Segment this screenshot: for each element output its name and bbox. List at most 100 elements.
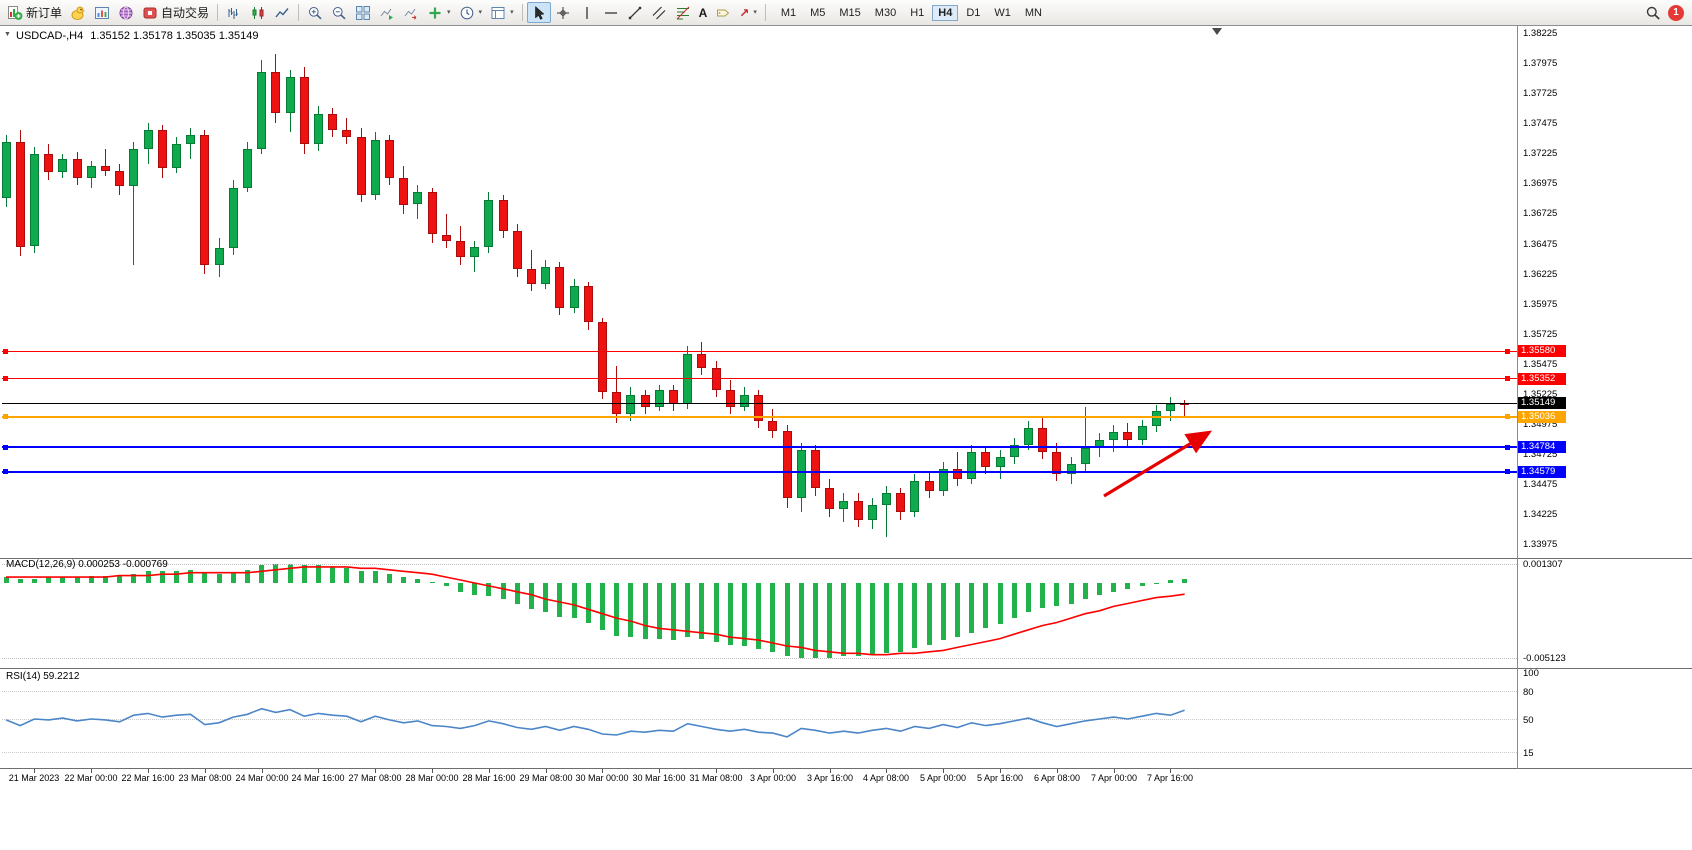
notification-badge[interactable]: 1 (1668, 4, 1684, 21)
vertical-line-button[interactable] (575, 2, 599, 23)
charts-button[interactable] (90, 2, 114, 23)
trend-arrow-annotation[interactable] (1103, 430, 1213, 498)
bear-candle (356, 137, 366, 195)
horizontal-line-button[interactable] (599, 2, 623, 23)
timeframe-w1-button[interactable]: W1 (994, 6, 1011, 19)
crosshair-button[interactable] (551, 2, 575, 23)
support-line-lower[interactable] (2, 470, 1517, 473)
periods-button[interactable]: ▾ (455, 2, 487, 23)
chick-icon (71, 6, 86, 20)
candle-wick (956, 452, 958, 486)
time-axis-label: 5 Apr 16:00 (976, 773, 1024, 783)
macd-histogram-bar (3, 577, 9, 583)
time-axis-label: 3 Apr 00:00 (749, 773, 797, 783)
text-button[interactable]: A (695, 2, 712, 23)
cursor-button[interactable] (526, 2, 551, 23)
price-axis-label: 1.35725 (1523, 329, 1558, 340)
time-axis-label: 3 Apr 16:00 (806, 773, 854, 783)
web-terminal-button[interactable] (114, 2, 138, 23)
timeframe-d1-button[interactable]: D1 (966, 6, 981, 19)
macd-panel-separator[interactable] (0, 558, 1692, 559)
time-axis-label: 24 Mar 00:00 (235, 773, 289, 783)
line-handle[interactable] (1505, 444, 1510, 450)
chart-shift-button[interactable] (399, 2, 423, 23)
zoom-in-button[interactable] (303, 2, 327, 23)
pivot-line-orange[interactable] (2, 415, 1517, 418)
bull-candle (143, 129, 153, 150)
macd-histogram-bar (216, 574, 222, 583)
line-handle[interactable] (1505, 376, 1510, 382)
templates-button[interactable]: ▾ (486, 2, 518, 23)
bull-candle (129, 149, 139, 187)
bull-candle (938, 469, 948, 491)
template-icon (491, 6, 505, 19)
line-handle[interactable] (3, 414, 8, 420)
line-handle[interactable] (3, 376, 8, 382)
line-handle[interactable] (3, 348, 8, 354)
line-handle[interactable] (1505, 469, 1510, 475)
line-handle[interactable] (1505, 414, 1510, 420)
timeframe-mn-button[interactable]: MN (1024, 6, 1042, 19)
bear-candle (810, 449, 820, 489)
macd-signal-line (6, 566, 1185, 656)
indicators-button[interactable]: ▾ (423, 2, 455, 23)
collapse-panel-icon[interactable]: ▼ (4, 31, 11, 38)
line-chart-button[interactable] (270, 2, 294, 23)
resistance-line-lower[interactable] (2, 378, 1517, 380)
macd-level-line (2, 658, 1517, 659)
macd-histogram-bar (997, 583, 1003, 624)
line-handle[interactable] (3, 469, 8, 475)
timeframe-m30-button[interactable]: M30 (874, 6, 897, 19)
tile-windows-button[interactable] (351, 2, 375, 23)
timeframe-h4-button[interactable]: H4 (932, 4, 959, 21)
macd-histogram-bar (770, 583, 776, 652)
current-price-line[interactable] (2, 402, 1517, 404)
line-handle[interactable] (1505, 348, 1510, 354)
timeframe-h1-button[interactable]: H1 (910, 6, 925, 19)
macd-histogram-bar (685, 583, 691, 638)
macd-axis-label: 0.001307 (1523, 559, 1563, 570)
zoom-out-button[interactable] (327, 2, 351, 23)
bear-candle (853, 500, 863, 520)
trendline-button[interactable] (623, 2, 647, 23)
search-icon[interactable] (1645, 5, 1661, 21)
chart-shift-marker[interactable] (1212, 28, 1222, 35)
arrows-button[interactable]: ↗ ▾ (735, 2, 761, 23)
chart-symbol-period: USDCAD-,H4 (16, 30, 84, 42)
price-axis-label: 1.35475 (1523, 359, 1558, 370)
auto-scroll-button[interactable] (375, 2, 399, 23)
bull-candle (1066, 464, 1076, 474)
zoom-out-icon (333, 6, 346, 19)
timeframe-m15-button[interactable]: M15 (839, 6, 861, 19)
rsi-axis-label: 80 (1523, 687, 1534, 698)
bear-candle (1052, 452, 1062, 474)
support-line-upper[interactable] (2, 446, 1517, 448)
bull-candle (228, 187, 238, 248)
mql5-community-button[interactable] (66, 2, 90, 23)
time-axis-label: 30 Mar 16:00 (632, 773, 686, 783)
bear-candle (825, 488, 835, 509)
autotrading-button[interactable]: 自动交易 (138, 2, 213, 23)
resistance-line-upper[interactable] (2, 350, 1517, 352)
rsi-axis-label: 50 (1523, 715, 1534, 726)
fibonacci-icon (676, 6, 689, 19)
macd-histogram-bar (188, 569, 194, 583)
line-handle[interactable] (3, 444, 8, 450)
macd-histogram-bar (812, 583, 818, 658)
text-label-button[interactable] (711, 2, 735, 23)
timeframe-m5-button[interactable]: M5 (810, 6, 826, 19)
candlestick-chart-button[interactable] (246, 2, 270, 23)
price-axis-line (1517, 26, 1518, 769)
timeframe-m1-button[interactable]: M1 (780, 6, 797, 19)
equidistant-channel-button[interactable] (647, 2, 671, 23)
new-order-button[interactable]: 新订单 (3, 2, 66, 23)
bear-candle (555, 267, 565, 308)
rsi-panel-separator[interactable] (0, 668, 1692, 669)
timeframe-group: M1 M5 M15 M30 H1 H4 D1 W1 MN (774, 4, 1049, 21)
bull-candle (839, 500, 849, 509)
macd-histogram-bar (202, 572, 208, 583)
bull-candle (29, 153, 39, 247)
fibonacci-button[interactable] (671, 2, 695, 23)
macd-histogram-bar (983, 583, 989, 629)
bar-chart-button[interactable] (222, 2, 246, 23)
